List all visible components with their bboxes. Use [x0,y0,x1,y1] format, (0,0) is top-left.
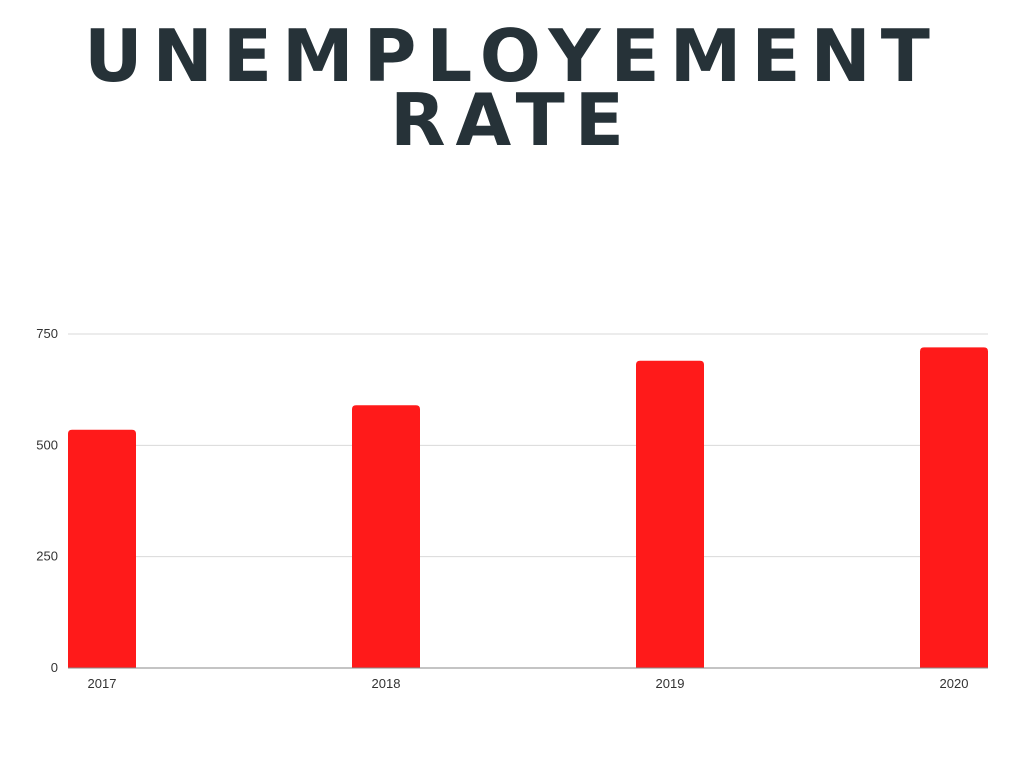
chart-title: UNEMPLOYEMENT RATE [0,14,1024,162]
y-tick-label: 250 [36,549,58,564]
bar-2019 [636,360,704,668]
grid-layer [68,333,988,558]
bar-2020 [920,347,988,668]
y-tick-label: 500 [36,437,58,452]
x-tick-label: 2019 [656,676,685,691]
bar-2018 [352,405,420,668]
x-tick-label: 2018 [372,676,401,691]
chart-title-line-2: RATE [390,78,634,162]
x-tick-label: 2020 [940,676,969,691]
y-tick-label: 750 [36,326,58,341]
label-layer: 0 250 500 750 2017 2018 2019 2020 [36,326,968,691]
x-tick-label: 2017 [88,676,117,691]
y-tick-label: 0 [51,660,58,675]
bar-2017 [68,429,136,668]
chart-title-line-1: UNEMPLOYEMENT [84,14,940,98]
bar-layer [68,347,988,668]
